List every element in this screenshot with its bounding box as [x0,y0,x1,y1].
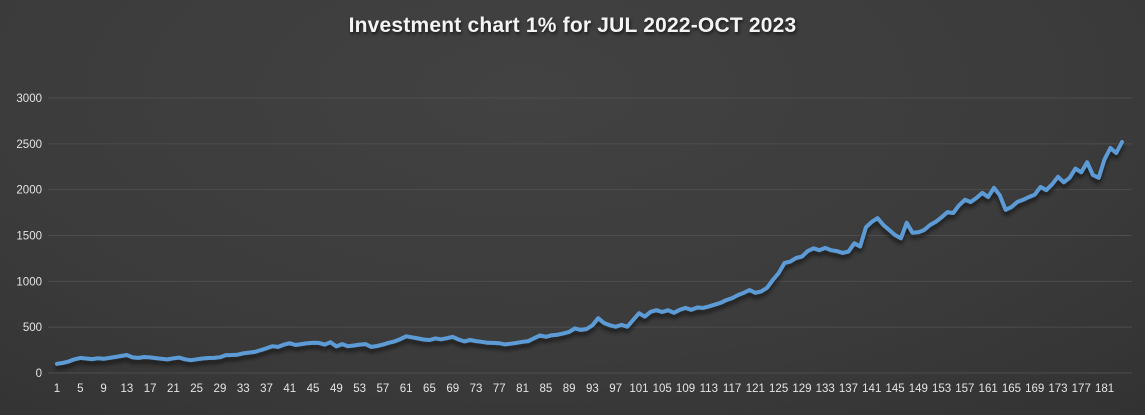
x-axis-tick-label: 181 [1095,383,1114,395]
x-axis-tick-label: 161 [979,383,998,395]
x-axis-tick-label: 29 [214,383,227,395]
x-axis-tick-label: 45 [307,383,320,395]
x-axis: 1 5 9 13 17 21 25 29 33 37 41 45 49 53 57 61 65 69 73 77 81 8… [54,383,1114,395]
x-axis-tick-label: 61 [400,383,413,395]
x-axis-tick-label: 173 [1048,383,1067,395]
x-axis-tick-label: 53 [353,383,366,395]
gridlines [48,97,1132,374]
investment-series-line [55,140,1124,366]
x-axis-tick-label: 141 [862,383,881,395]
x-axis-tick-label: 169 [1025,383,1044,395]
x-axis-tick-label: 177 [1072,383,1091,395]
x-axis-tick-label: 13 [120,383,133,395]
x-axis-tick-label: 117 [723,383,741,395]
x-axis-tick-label: 101 [629,383,648,395]
y-axis: 0 500 1000 1500 2000 2500 3000 [16,93,42,380]
x-axis-tick-label: 121 [746,383,765,395]
x-axis-tick-label: 157 [955,383,974,395]
x-axis-tick-label: 105 [653,383,672,395]
y-axis-tick-label: 1500 [16,231,42,243]
x-axis-tick-label: 145 [885,383,904,395]
y-axis-tick-label: 2000 [16,185,42,197]
x-axis-tick-label: 85 [539,383,552,395]
x-axis-tick-label: 125 [769,383,788,395]
y-axis-tick-label: 500 [23,322,42,334]
x-axis-tick-label: 69 [446,383,459,395]
x-axis-tick-label: 81 [516,383,529,395]
x-axis-tick-label: 93 [586,383,599,395]
x-axis-tick-label: 73 [470,383,483,395]
x-axis-tick-label: 21 [167,383,180,395]
y-axis-tick-label: 1000 [16,276,42,288]
x-axis-tick-label: 33 [237,383,250,395]
x-axis-tick-label: 129 [792,383,811,395]
x-axis-tick-label: 113 [700,383,718,395]
y-axis-tick-label: 3000 [16,93,42,105]
x-axis-tick-label: 65 [423,383,436,395]
chart-title: Investment chart 1% for JUL 2022-OCT 202… [348,14,797,37]
x-axis-tick-label: 17 [144,383,157,395]
x-axis-tick-label: 97 [609,383,622,395]
x-axis-tick-label: 37 [260,383,273,395]
series [55,140,1124,366]
x-axis-tick-label: 109 [676,383,695,395]
x-axis-tick-label: 1 [54,383,60,395]
x-axis-tick-label: 9 [100,383,106,395]
x-axis-tick-label: 5 [77,383,83,395]
x-axis-tick-label: 49 [330,383,343,395]
x-axis-tick-label: 25 [190,383,203,395]
y-axis-tick-label: 0 [36,368,42,380]
x-axis-tick-label: 133 [816,383,835,395]
x-axis-tick-label: 153 [932,383,951,395]
x-axis-tick-label: 89 [563,383,576,395]
y-axis-tick-label: 2500 [16,139,42,151]
x-axis-tick-label: 149 [909,383,928,395]
x-axis-tick-label: 41 [283,383,296,395]
x-axis-tick-label: 57 [377,383,390,395]
x-axis-tick-label: 165 [1002,383,1021,395]
x-axis-tick-label: 77 [493,383,506,395]
x-axis-tick-label: 137 [839,383,858,395]
